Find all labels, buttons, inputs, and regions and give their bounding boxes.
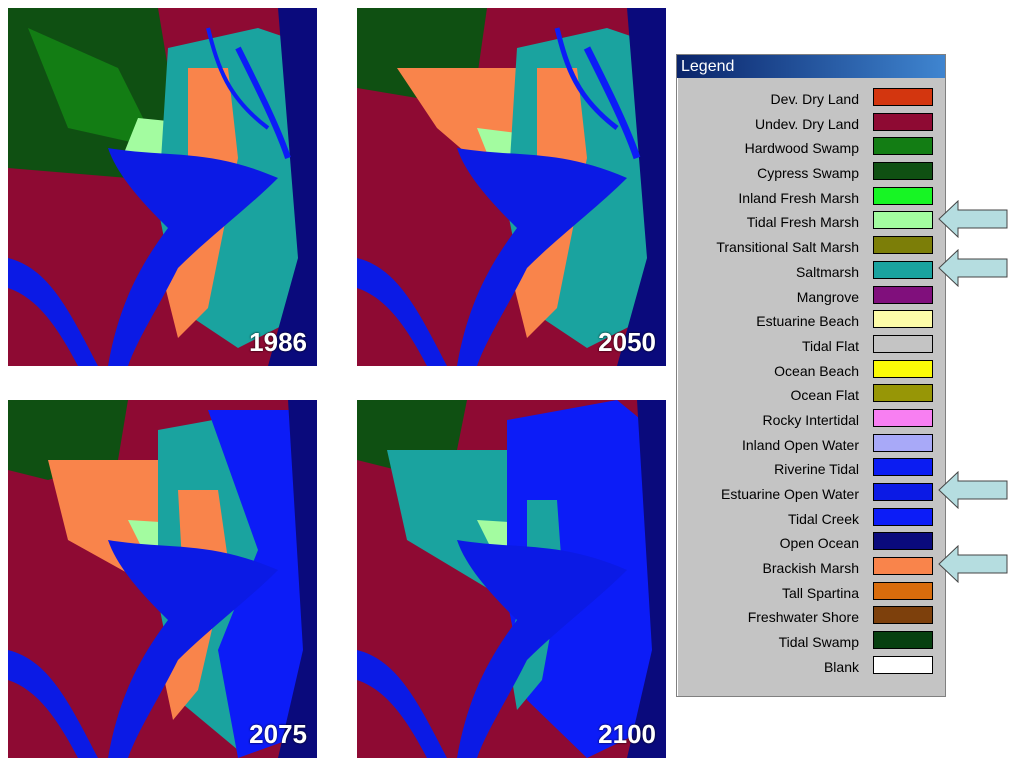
legend-color-swatch — [873, 285, 933, 304]
legend-item: Tidal Fresh Marsh — [677, 211, 945, 236]
legend-color-swatch — [873, 88, 933, 106]
legend-item: Estuarine Beach — [677, 310, 945, 335]
legend-color-swatch — [873, 631, 933, 650]
legend-list: Dev. Dry Land Undev. Dry Land Hardwood Swa… — [677, 88, 945, 681]
legend-color-swatch — [873, 162, 933, 181]
legend-color-swatch — [873, 408, 933, 427]
legend-item: Transitional Salt Marsh — [677, 236, 945, 261]
map-panel-2100: 2100 — [357, 400, 666, 758]
map-year-label: 2075 — [249, 719, 307, 749]
legend-item: Ocean Flat — [677, 384, 945, 409]
legend-item-label: Hardwood Swamp — [744, 140, 859, 157]
legend-color-swatch — [873, 211, 933, 230]
legend-color-swatch — [873, 137, 933, 156]
legend-color-swatch — [873, 507, 933, 526]
legend-color-swatch — [873, 359, 933, 378]
legend-color-swatch — [873, 655, 933, 674]
legend-item-label: Ocean Beach — [774, 362, 859, 379]
legend-color-swatch — [873, 112, 933, 131]
legend-item-label: Estuarine Open Water — [721, 486, 859, 502]
map-image-2100 — [357, 400, 666, 758]
legend-color-swatch — [873, 581, 933, 600]
legend-item-label: Rocky Intertidal — [762, 411, 859, 428]
legend-color-swatch — [873, 334, 933, 353]
legend-item: Tidal Swamp — [677, 631, 945, 656]
legend-item: Tidal Creek — [677, 507, 945, 533]
legend-item-label: Open Ocean — [779, 535, 859, 552]
pointer-arrow-icon — [938, 248, 1008, 288]
legend-item: Blank — [677, 655, 945, 681]
legend-color-swatch — [873, 606, 933, 625]
legend-color-swatch — [873, 310, 933, 329]
legend-item-label: Tidal Flat — [801, 337, 859, 354]
legend-item-label: Tidal Fresh Marsh — [746, 214, 859, 231]
legend-item: Saltmarsh — [677, 260, 945, 286]
legend-panel: Legend Dev. Dry Land Undev. Dry Land Hardw… — [676, 54, 946, 697]
legend-color-swatch — [873, 260, 933, 279]
legend-item-label: Cypress Swamp — [757, 165, 859, 182]
legend-item: Mangrove — [677, 285, 945, 311]
legend-item: Estuarine Open Water — [677, 483, 945, 508]
legend-item-label: Undev. Dry Land — [754, 115, 859, 132]
legend-item: Tidal Flat — [677, 334, 945, 360]
legend-item: Dev. Dry Land — [677, 88, 945, 113]
legend-item-label: Riverine Tidal — [774, 461, 859, 478]
map-year-label: 2100 — [598, 719, 656, 749]
legend-item: Open Ocean — [677, 532, 945, 557]
legend-item-label: Estuarine Beach — [756, 313, 859, 330]
legend-item-label: Inland Fresh Marsh — [738, 189, 859, 206]
pointer-arrow-icon — [938, 199, 1008, 238]
legend-item-label: Ocean Flat — [790, 387, 859, 404]
legend-color-swatch — [873, 236, 933, 255]
map-image-2050 — [357, 8, 666, 366]
legend-item-label: Tidal Creek — [787, 510, 859, 527]
map-image-2075 — [8, 400, 317, 758]
legend-color-swatch — [873, 433, 933, 452]
map-panel-2050: 2050 — [357, 8, 666, 366]
legend-item-label: Brackish Marsh — [762, 560, 859, 577]
map-panel-2075: 2075 — [8, 400, 317, 758]
legend-item: Hardwood Swamp — [677, 137, 945, 162]
legend-item: Freshwater Shore — [677, 606, 945, 631]
legend-item: Brackish Marsh — [677, 557, 945, 582]
legend-item-label: Saltmarsh — [795, 263, 859, 280]
map-image-1986 — [8, 8, 317, 366]
legend-item: Undev. Dry Land — [677, 112, 945, 138]
legend-color-swatch — [873, 557, 933, 576]
legend-item: Riverine Tidal — [677, 458, 945, 483]
legend-item-label: Blank — [823, 658, 859, 675]
map-year-label: 2050 — [598, 327, 656, 357]
legend-item-label: Dev. Dry Land — [770, 91, 859, 107]
map-panel-1986: 1986 — [8, 8, 317, 366]
pointer-arrow-icon — [938, 545, 1008, 584]
legend-color-swatch — [873, 384, 933, 403]
legend-item: Rocky Intertidal — [677, 408, 945, 434]
legend-item-label: Transitional Salt Marsh — [716, 239, 859, 256]
map-year-label: 1986 — [249, 327, 307, 357]
legend-item: Tall Spartina — [677, 581, 945, 607]
legend-color-swatch — [873, 483, 933, 501]
legend-color-swatch — [873, 186, 933, 205]
legend-item-label: Tidal Swamp — [778, 634, 859, 651]
legend-item: Inland Open Water — [677, 433, 945, 459]
legend-title: Legend — [677, 55, 945, 78]
legend-item-label: Freshwater Shore — [747, 609, 859, 626]
legend-item-label: Tall Spartina — [781, 584, 859, 601]
pointer-arrow-icon — [938, 471, 1008, 510]
legend-item-label: Mangrove — [796, 288, 859, 305]
legend-item: Cypress Swamp — [677, 162, 945, 187]
legend-item: Inland Fresh Marsh — [677, 186, 945, 212]
legend-color-swatch — [873, 458, 933, 477]
legend-item: Ocean Beach — [677, 359, 945, 385]
legend-color-swatch — [873, 532, 933, 551]
legend-item-label: Inland Open Water — [742, 436, 859, 453]
